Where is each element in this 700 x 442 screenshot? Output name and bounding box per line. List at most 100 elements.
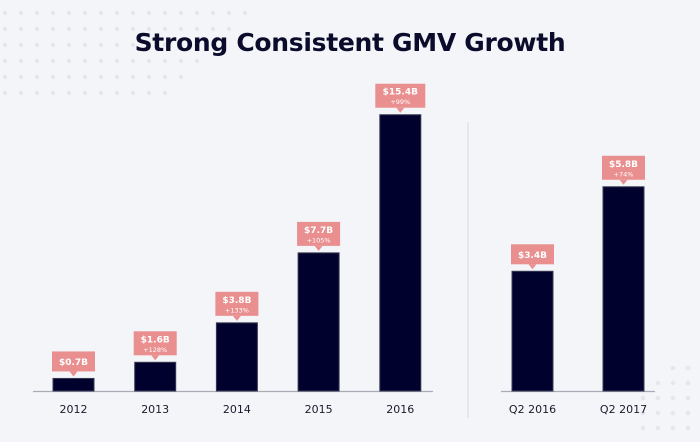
decorative-dot [670, 395, 676, 401]
decorative-dot [2, 42, 8, 48]
chart-title: Strong Consistent GMV Growth [134, 28, 566, 57]
decorative-dot [114, 26, 120, 32]
decorative-dot [162, 90, 168, 96]
decorative-dot-pattern-top-left [2, 10, 248, 96]
value-callout: $3.4B [511, 244, 554, 270]
bar-q2-2016 [511, 270, 554, 392]
decorative-dot [210, 26, 216, 32]
decorative-dot [50, 10, 56, 16]
decorative-dot [130, 26, 136, 32]
decorative-dot [34, 74, 40, 80]
x-tick-label: Q2 2016 [509, 403, 556, 416]
bar-2012 [52, 377, 95, 392]
data-label-value: $0.7B [59, 358, 88, 368]
data-label-growth: +74% [614, 170, 634, 178]
data-label-value: $7.7B [304, 226, 333, 236]
decorative-dot [66, 42, 72, 48]
decorative-dot [146, 58, 152, 64]
decorative-dot [178, 74, 184, 80]
decorative-dot [18, 42, 24, 48]
data-label-value: $3.8B [222, 296, 251, 306]
data-label-value: $5.8B [609, 160, 638, 170]
decorative-dot [146, 42, 152, 48]
bar-2015 [297, 252, 340, 392]
decorative-dot [194, 42, 200, 48]
decorative-dot [640, 410, 646, 416]
decorative-dot [66, 74, 72, 80]
decorative-dot [34, 26, 40, 32]
data-label-growth: +128% [143, 346, 167, 354]
decorative-dot [685, 425, 691, 431]
callout-box [52, 351, 95, 372]
decorative-dot [670, 380, 676, 386]
callout-pointer [619, 179, 628, 185]
decorative-dot [178, 10, 184, 16]
value-callout: $1.6B+128% [133, 331, 177, 361]
annual-gmv-chart: 2012 $0.7B 2013 $1.6B+128% 2014 $3.8B+133% 201… [33, 83, 433, 416]
bar-2014 [215, 322, 258, 392]
decorative-dot [98, 74, 104, 80]
decorative-dot [66, 10, 72, 16]
callout-box [511, 244, 554, 265]
decorative-dot [226, 26, 232, 32]
decorative-dot [130, 90, 136, 96]
x-tick-label: 2016 [386, 403, 414, 416]
decorative-dot [685, 395, 691, 401]
decorative-dot [82, 26, 88, 32]
decorative-dot [114, 90, 120, 96]
decorative-dot [98, 42, 104, 48]
decorative-dot [98, 90, 104, 96]
callout-box [133, 331, 177, 356]
callout-pointer [396, 107, 405, 113]
decorative-dot [82, 10, 88, 16]
decorative-dot [114, 74, 120, 80]
decorative-dot [18, 10, 24, 16]
decorative-dot [655, 410, 661, 416]
decorative-dot [2, 74, 8, 80]
decorative-dot [50, 90, 56, 96]
decorative-dot [98, 10, 104, 16]
value-callout: $7.7B+105% [297, 221, 341, 251]
decorative-dot [178, 58, 184, 64]
decorative-dot [670, 425, 676, 431]
callout-pointer [151, 355, 160, 361]
decorative-dot [66, 58, 72, 64]
value-callout: $3.8B+133% [215, 291, 259, 321]
decorative-dot [34, 90, 40, 96]
decorative-dot [82, 90, 88, 96]
decorative-dot [82, 58, 88, 64]
decorative-dot [114, 58, 120, 64]
decorative-dot [146, 90, 152, 96]
data-label-growth: +99% [390, 98, 410, 106]
bar-2016 [379, 114, 422, 392]
callout-pointer [232, 315, 241, 321]
decorative-dot [670, 365, 676, 371]
quarterly-gmv-chart: Q2 2016 $3.4B Q2 2017 $5.8B+74% [501, 155, 655, 416]
decorative-dot [655, 395, 661, 401]
decorative-dot [210, 42, 216, 48]
data-label-growth: +105% [307, 236, 331, 244]
decorative-dot [34, 58, 40, 64]
decorative-dot [2, 10, 8, 16]
decorative-dot [66, 90, 72, 96]
callout-pointer [69, 371, 78, 377]
value-callout: $15.4B+99% [375, 83, 426, 113]
decorative-dot [640, 425, 646, 431]
data-label-value: $15.4B [383, 88, 418, 98]
value-callout: $0.7B [52, 351, 95, 377]
decorative-dot [2, 58, 8, 64]
decorative-dot [2, 26, 8, 32]
decorative-dot [146, 26, 152, 32]
decorative-dot [640, 395, 646, 401]
data-label-value: $1.6B [141, 335, 170, 345]
decorative-dot [50, 58, 56, 64]
decorative-dot [655, 380, 661, 386]
callout-box [602, 155, 645, 180]
decorative-dot [50, 42, 56, 48]
decorative-dot [130, 42, 136, 48]
bar-q2-2017 [602, 186, 645, 392]
decorative-dot [114, 10, 120, 16]
decorative-dot [130, 10, 136, 16]
